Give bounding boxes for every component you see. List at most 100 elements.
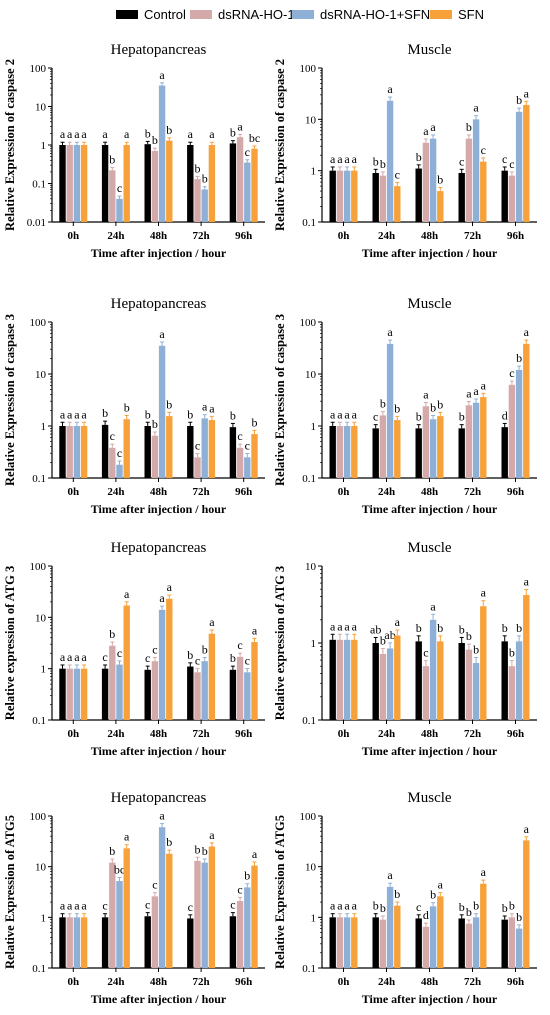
y-tick-label: 0.1: [302, 963, 316, 975]
bar-1: [458, 643, 465, 720]
significance-letter: c: [459, 154, 464, 168]
significance-letter: b: [152, 417, 158, 431]
significance-letter: c: [188, 900, 193, 914]
significance-letter: c: [373, 410, 378, 424]
significance-letter: a: [202, 400, 208, 414]
significance-letter: c: [395, 167, 400, 181]
bar-2: [151, 435, 159, 478]
x-tick-label: 96h: [235, 728, 252, 740]
bar-3: [116, 881, 123, 968]
y-tick-label: 0.1: [32, 473, 46, 485]
significance-letter: b: [502, 901, 508, 915]
bar-3: [386, 343, 394, 478]
bar-1: [101, 917, 109, 968]
bar-3: [158, 345, 166, 478]
x-tick-label: 24h: [107, 976, 124, 988]
x-tick-label: 0h: [67, 728, 79, 740]
significance-letter: b: [416, 410, 422, 424]
significance-letter: a: [60, 899, 66, 913]
bar-4: [480, 883, 487, 968]
significance-letter: b: [166, 835, 172, 849]
legend-label-sfn: SFN: [458, 6, 484, 22]
bar-1: [187, 145, 194, 222]
bar-1: [144, 144, 151, 222]
bar-1: [501, 170, 508, 222]
bar-4: [394, 905, 401, 968]
significance-letter: b: [380, 633, 386, 647]
y-axis-label: Relative expression of ATG 3: [273, 566, 287, 720]
x-tick-label: 24h: [107, 728, 124, 740]
significance-letter: a: [481, 378, 487, 392]
significance-letter: b: [509, 899, 515, 913]
bar-2: [66, 917, 73, 968]
y-axis-label: Relative expression of ATG 3: [3, 566, 17, 720]
y-tick-label: 100: [30, 811, 47, 823]
bar-2: [379, 919, 387, 968]
y-tick-label: 0.1: [32, 715, 46, 727]
chart-title: Muscle: [407, 540, 452, 556]
bar-3: [201, 418, 208, 478]
significance-letter: a: [344, 407, 350, 421]
significance-letter: a: [466, 387, 472, 401]
significance-letter: a: [209, 615, 215, 629]
significance-letter: a: [159, 809, 165, 823]
x-tick-label: 48h: [421, 728, 438, 740]
bar-4: [351, 170, 358, 222]
chart-title: Hepatopancreas: [111, 42, 207, 58]
chart-panel-8: Muscle Relative Expression of ATG5 0.1 1 10 1…: [273, 790, 537, 1006]
significance-letter: c: [117, 181, 122, 195]
bar-2: [336, 170, 344, 222]
bar-2: [422, 666, 430, 720]
significance-letter: a: [124, 127, 130, 141]
bar-1: [187, 426, 194, 478]
bar-1: [144, 916, 151, 968]
bar-1: [101, 424, 109, 478]
significance-letter: a: [438, 878, 444, 892]
bar-2: [151, 896, 159, 968]
bar-1: [187, 666, 194, 720]
bar-1: [415, 428, 422, 478]
x-axis-label: Time after injection / hour: [91, 502, 227, 516]
bar-3: [158, 609, 166, 720]
significance-letter: b: [166, 123, 172, 137]
bar-4: [480, 606, 487, 720]
significance-letter: a: [67, 407, 73, 421]
significance-letter: ab: [370, 622, 381, 636]
bar-2: [66, 668, 73, 720]
bar-3: [343, 426, 351, 478]
x-tick-label: 72h: [193, 486, 210, 498]
significance-letter: b: [109, 153, 115, 167]
significance-letter: c: [110, 429, 115, 443]
significance-letter: a: [330, 152, 336, 166]
significance-letter: a: [524, 822, 530, 836]
chart-panel-6: Muscle Relative expression of ATG 3 0.1 1 10…: [273, 540, 537, 758]
x-tick-label: 48h: [150, 728, 167, 740]
x-tick-label: 48h: [421, 486, 438, 498]
y-tick-label: 100: [300, 317, 317, 329]
significance-letter: c: [117, 646, 122, 660]
bar-3: [515, 641, 523, 720]
bar-1: [415, 918, 422, 968]
legend-swatch-sfn: [430, 9, 452, 19]
significance-letter: b: [466, 629, 472, 643]
x-tick-label: 96h: [507, 728, 524, 740]
bar-4: [437, 641, 444, 720]
y-axis-label: Relative Expression of caspase 3: [273, 314, 287, 486]
x-axis-label: Time after injection / hour: [362, 744, 498, 758]
significance-letter: c: [509, 366, 514, 380]
x-tick-label: 96h: [507, 976, 524, 988]
significance-letter: c: [423, 646, 428, 660]
chart-panel-2: Muscle Relative Expression of caspase 2 0.…: [273, 42, 537, 260]
bar-1: [229, 916, 237, 968]
x-axis-label: Time after injection / hour: [91, 744, 227, 758]
significance-letter: c: [245, 654, 250, 668]
bar-1: [59, 668, 66, 720]
bar-1: [501, 919, 508, 968]
legend-swatch-dsrna: [190, 9, 212, 19]
significance-letter: a: [352, 619, 358, 633]
y-tick-label: 10: [305, 369, 317, 381]
significance-letter: b: [516, 93, 522, 107]
bar-2: [236, 137, 244, 222]
significance-letter: b: [437, 172, 443, 186]
